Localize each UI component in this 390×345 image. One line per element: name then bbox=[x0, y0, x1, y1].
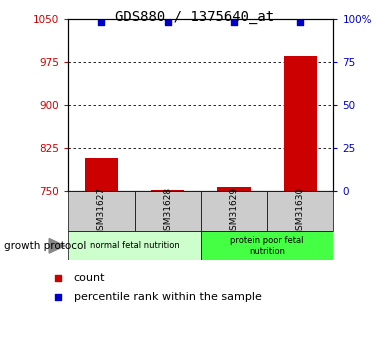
Bar bbox=[135, 191, 201, 231]
Text: count: count bbox=[74, 273, 105, 283]
Bar bbox=[267, 191, 333, 231]
Bar bbox=[218, 187, 251, 191]
Bar bbox=[284, 56, 317, 191]
Point bbox=[297, 20, 303, 25]
Text: GDS880 / 1375640_at: GDS880 / 1375640_at bbox=[115, 10, 275, 24]
Text: percentile rank within the sample: percentile rank within the sample bbox=[74, 292, 262, 302]
Bar bbox=[85, 158, 118, 191]
Point bbox=[98, 20, 105, 25]
Polygon shape bbox=[49, 238, 65, 253]
Bar bbox=[151, 190, 184, 191]
Text: GSM31628: GSM31628 bbox=[163, 187, 172, 236]
Point bbox=[55, 294, 61, 300]
Bar bbox=[201, 231, 333, 260]
Text: GSM31630: GSM31630 bbox=[296, 187, 305, 236]
Bar bbox=[68, 231, 201, 260]
Point bbox=[165, 20, 171, 25]
Text: GSM31627: GSM31627 bbox=[97, 187, 106, 236]
Text: growth protocol: growth protocol bbox=[4, 241, 86, 251]
Bar bbox=[68, 191, 135, 231]
Text: GSM31629: GSM31629 bbox=[229, 187, 239, 236]
Bar bbox=[201, 191, 267, 231]
Point bbox=[55, 275, 61, 281]
Point bbox=[231, 20, 237, 25]
Text: normal fetal nutrition: normal fetal nutrition bbox=[90, 241, 179, 250]
Text: protein poor fetal
nutrition: protein poor fetal nutrition bbox=[230, 236, 304, 256]
